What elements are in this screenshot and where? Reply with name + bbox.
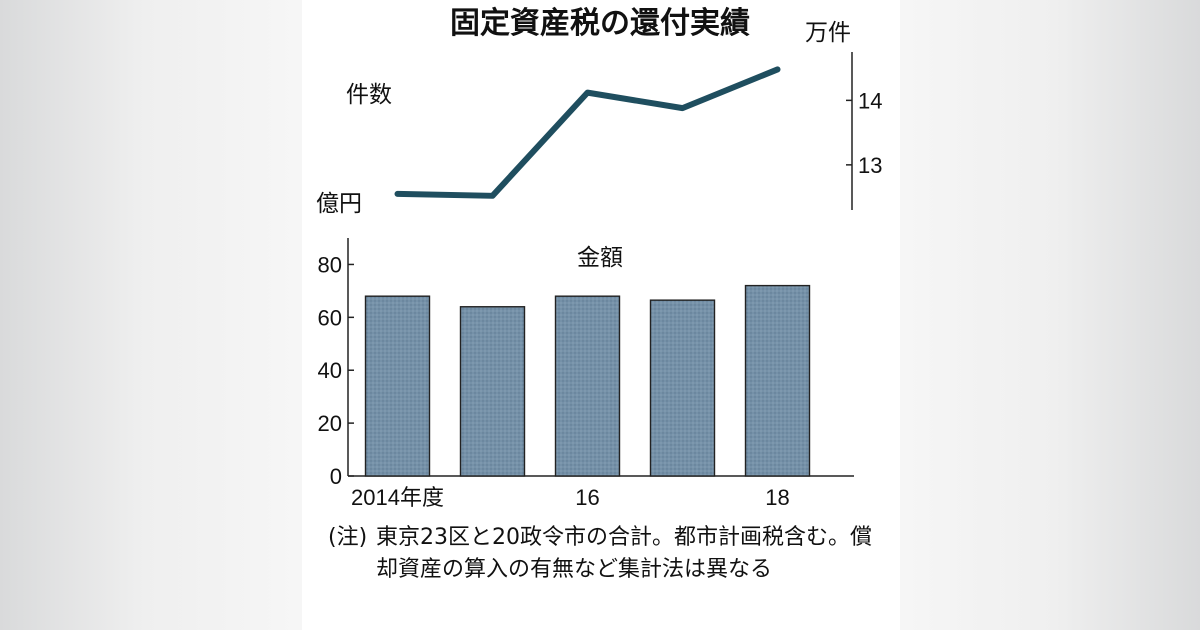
line-point [777, 68, 778, 70]
chart-title: 固定資産税の還付実績 [450, 6, 750, 41]
bar-y-tick-label: 40 [318, 358, 342, 383]
footnote-mark: (注) [328, 525, 368, 550]
bar-y-tick-label: 0 [330, 464, 342, 489]
x-tick-label: 16 [575, 485, 599, 510]
bar-y-tick-label: 20 [318, 411, 342, 436]
line-point [682, 107, 683, 109]
line-series [394, 66, 781, 199]
bar [554, 295, 621, 477]
line-point [492, 195, 493, 197]
bar [649, 299, 716, 477]
line-y-tick-label: 14 [858, 88, 882, 113]
bar-unit-label: 億円 [316, 191, 362, 217]
chart-canvas: 固定資産税の還付実績 件数 万件 億円 金額 13 14 0 20 40 60 80 20… [316, 6, 882, 510]
bar-y-tick-label: 60 [318, 305, 342, 330]
bar [744, 284, 811, 477]
footnote: (注) 東京23区と20政令市の合計。都市計画税含む。償却資産の算入の有無など集計… [328, 522, 888, 586]
x-tick-label: 18 [765, 485, 789, 510]
bar [364, 295, 431, 477]
bar [459, 306, 526, 477]
line-point [397, 193, 398, 195]
bar-series-label: 金額 [577, 245, 623, 271]
line-unit-label: 万件 [805, 20, 851, 46]
x-tick-label: 2014年度 [351, 485, 444, 510]
chart-panel: 固定資産税の還付実績 件数 万件 億円 金額 13 14 0 20 40 60 80 20… [302, 0, 900, 630]
line-y-tick-label: 13 [858, 153, 882, 178]
bar-y-tick-label: 80 [318, 252, 342, 277]
footnote-text: 東京23区と20政令市の合計。都市計画税含む。償却資産の算入の有無など集計法は異… [376, 525, 872, 582]
line-series-label: 件数 [346, 82, 392, 108]
line-point [587, 92, 588, 94]
